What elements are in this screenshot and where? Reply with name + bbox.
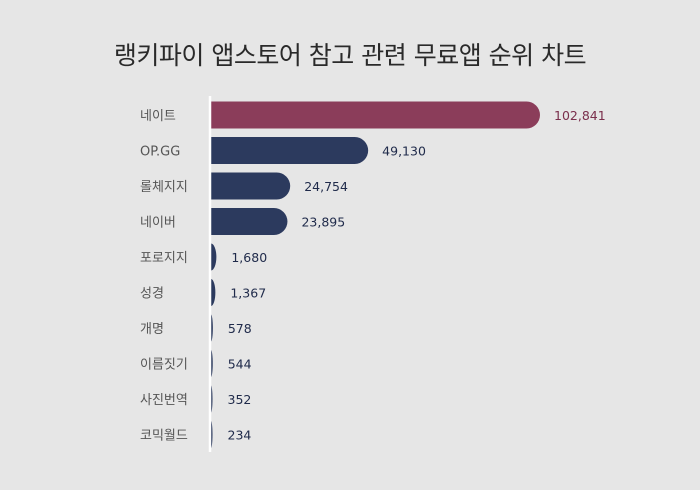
bar [211,385,213,413]
value-label: 352 [228,392,252,407]
category-label: 이름짓기 [140,358,188,373]
category-label: 네이버 [140,216,176,231]
category-label: 코믹월드 [140,429,188,444]
bar [211,314,213,342]
category-label: 포로지지 [140,251,188,266]
value-label: 102,841 [554,108,606,123]
bar [211,243,217,271]
bar [211,172,291,200]
value-label: 234 [228,428,252,443]
value-label: 23,895 [301,215,345,230]
category-label: 개명 [140,322,164,337]
bar [211,137,369,164]
value-label: 49,130 [382,144,426,159]
value-label: 1,680 [231,250,267,265]
value-label: 578 [228,321,252,336]
bar [211,279,216,306]
bar [211,421,213,448]
value-label: 1,367 [230,286,266,301]
bar [211,101,540,129]
bar [211,208,288,235]
category-label: 성경 [140,287,164,302]
chart-title: 랭키파이 앱스토어 참고 관련 무료앱 순위 차트 [113,41,587,70]
category-label: 사진번역 [140,393,188,408]
category-label: 롤체지지 [140,180,188,195]
bar [211,350,213,377]
category-label: OP.GG [140,145,180,160]
category-label: 네이트 [140,109,176,124]
value-label: 544 [228,357,252,372]
value-label: 24,754 [304,179,348,194]
